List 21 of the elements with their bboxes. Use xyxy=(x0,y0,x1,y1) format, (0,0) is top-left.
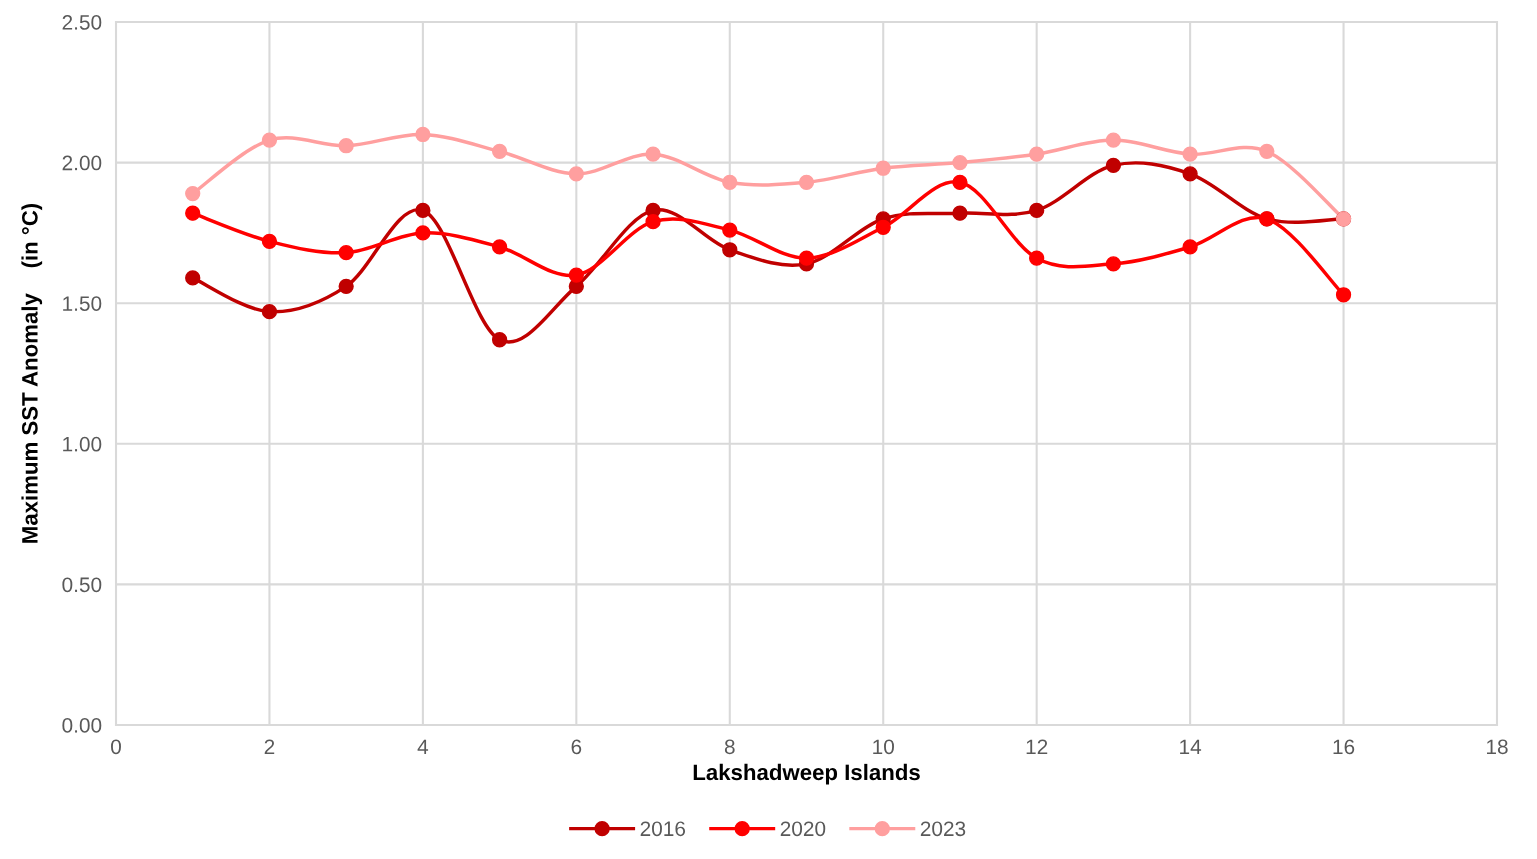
x-tick-label: 18 xyxy=(1487,739,1508,755)
legend-label: 2023 xyxy=(920,821,966,837)
x-tick-label: 6 xyxy=(571,739,582,755)
y-tick-label: 1.50 xyxy=(63,296,102,311)
x-tick-label: 2 xyxy=(264,739,275,754)
y-tick-label: 1.00 xyxy=(63,436,102,452)
x-axis-title: Lakshadweep Islands xyxy=(693,763,920,785)
y-tick-label: 0.50 xyxy=(62,577,102,593)
y-tick-label: 2.00 xyxy=(62,155,102,171)
x-tick-label: 16 xyxy=(1333,739,1355,755)
legend-label: 2016 xyxy=(640,821,686,837)
x-tick-label: 12 xyxy=(1026,739,1048,754)
y-tick-label: 2.50 xyxy=(62,15,102,30)
y-axis-title: Maximum SST Anomaly (in °C) xyxy=(21,203,43,543)
x-tick-label: 0 xyxy=(111,739,121,755)
legend-label: 2020 xyxy=(780,821,826,837)
y-tick-label: 0.00 xyxy=(62,718,102,733)
x-tick-label: 14 xyxy=(1180,739,1202,754)
x-tick-label: 4 xyxy=(417,739,429,754)
x-tick-label: 10 xyxy=(873,739,894,755)
x-tick-label: 8 xyxy=(724,739,735,755)
